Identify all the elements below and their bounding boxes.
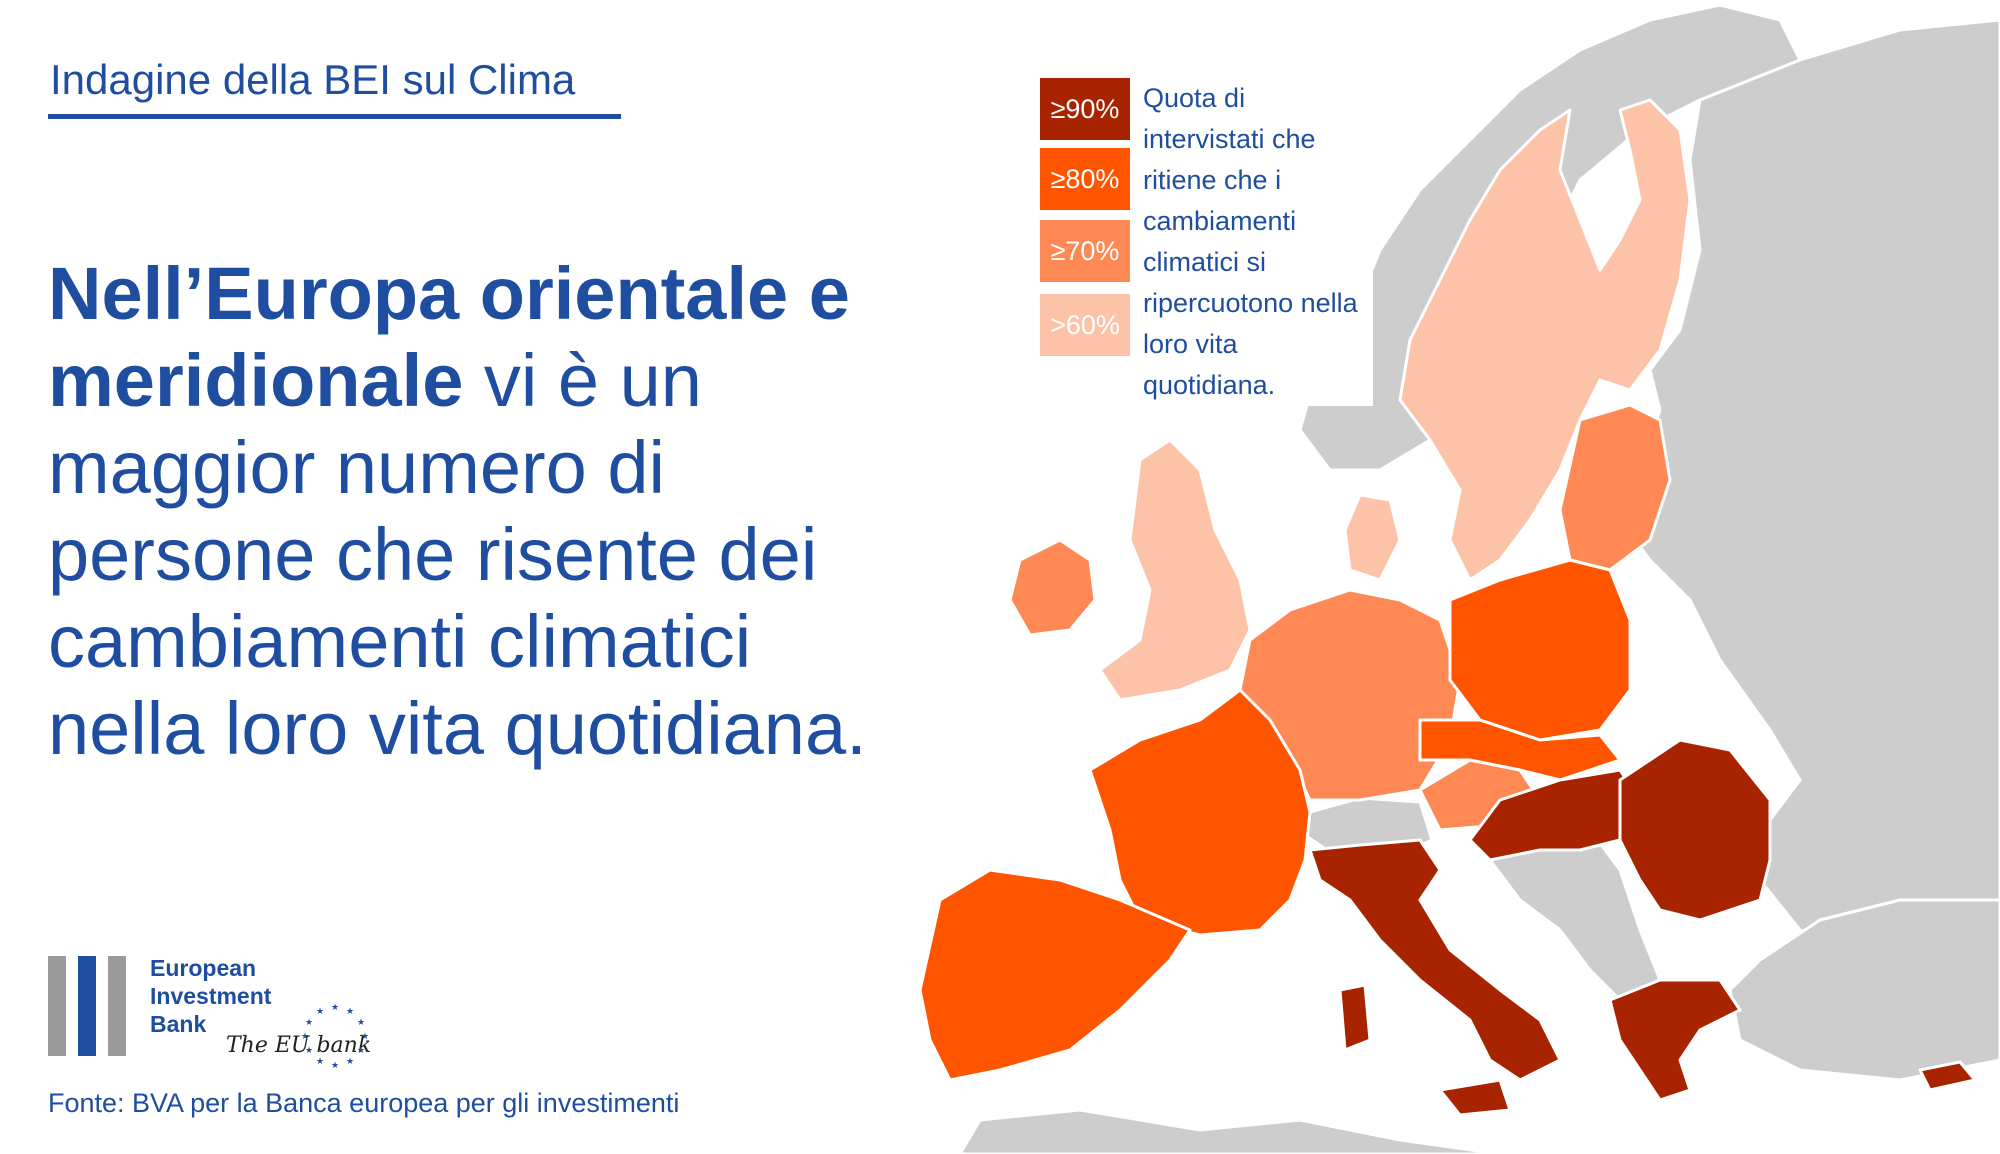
legend-swatch-90: ≥90% bbox=[1040, 78, 1130, 140]
region-denmark bbox=[1343, 493, 1402, 582]
region-cyprus bbox=[1918, 1060, 1977, 1092]
legend-swatch-70: ≥70% bbox=[1040, 220, 1130, 282]
region-poland bbox=[1448, 558, 1632, 742]
europe-map bbox=[918, 3, 2000, 1154]
region-uk bbox=[1098, 438, 1252, 702]
region-romania-bulgaria bbox=[1618, 738, 1772, 922]
logo-line-1: European bbox=[150, 955, 257, 981]
headline-bold: Nell’Europa orientale e meridionale bbox=[48, 252, 850, 422]
region-czech-slovakia bbox=[1418, 718, 1622, 782]
region-turkey bbox=[1728, 898, 2000, 1082]
svg-text:★: ★ bbox=[301, 1032, 309, 1042]
logo-tagline: The EU bank bbox=[226, 1033, 372, 1058]
eib-logo-bars bbox=[48, 956, 126, 1056]
svg-text:★: ★ bbox=[357, 1046, 365, 1056]
eu-stars-icon: ★ ★★ ★★★ ★★★ ★★★ bbox=[301, 1003, 369, 1070]
svg-text:★: ★ bbox=[346, 1057, 354, 1067]
svg-text:★: ★ bbox=[357, 1018, 365, 1028]
headline: Nell’Europa orientale e meridionale vi è… bbox=[48, 250, 908, 772]
svg-text:★: ★ bbox=[331, 1061, 339, 1070]
survey-title: Indagine della BEI sul Clima bbox=[50, 56, 576, 103]
region-france bbox=[1088, 688, 1312, 937]
region-hungary-croatia bbox=[1468, 768, 1642, 862]
legend-swatch-60: >60% bbox=[1040, 294, 1130, 356]
region-north-africa bbox=[958, 1108, 1502, 1154]
logo-line-3: Bank bbox=[150, 1011, 207, 1037]
region-baltics bbox=[1558, 403, 1672, 572]
region-iberia bbox=[918, 868, 1192, 1082]
region-russia-east bbox=[1618, 18, 2000, 1002]
legend-swatch-80: ≥80% bbox=[1040, 148, 1130, 210]
region-ireland bbox=[1008, 538, 1097, 637]
source-note: Fonte: BVA per la Banca europea per gli … bbox=[48, 1088, 680, 1118]
svg-text:★: ★ bbox=[316, 1007, 324, 1017]
svg-text:★: ★ bbox=[305, 1018, 313, 1028]
region-sicily bbox=[1438, 1078, 1512, 1117]
region-sardinia bbox=[1338, 983, 1372, 1052]
region-greece bbox=[1608, 978, 1742, 1102]
legend-description: Quota di intervistati che ritiene che i … bbox=[1143, 78, 1373, 406]
svg-text:★: ★ bbox=[316, 1057, 324, 1067]
region-italy bbox=[1308, 838, 1562, 1082]
title-underline bbox=[48, 114, 621, 119]
region-sweden-finland bbox=[1398, 98, 1692, 582]
svg-text:★: ★ bbox=[361, 1032, 369, 1042]
headline-rest: vi è un maggior numero di persone che ri… bbox=[48, 339, 867, 770]
logo-line-2: Investment bbox=[150, 983, 272, 1009]
svg-text:★: ★ bbox=[331, 1003, 339, 1013]
svg-text:★: ★ bbox=[346, 1007, 354, 1017]
eib-logo-text: European Investment Bank bbox=[150, 954, 271, 1038]
svg-text:★: ★ bbox=[305, 1046, 313, 1056]
